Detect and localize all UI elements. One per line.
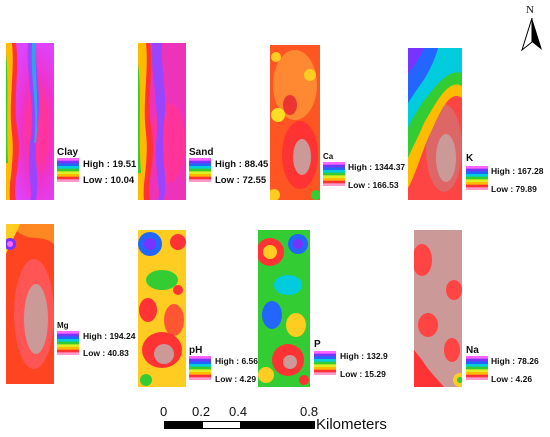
north-arrow-icon	[521, 18, 542, 52]
high-value-ph: High : 6.56	[215, 356, 258, 366]
scale-units: Kilometers	[316, 416, 387, 433]
panel-name-p: P	[314, 339, 321, 350]
panel-name-clay: Clay	[57, 147, 79, 158]
high-value-clay: High : 19.51	[83, 159, 137, 170]
ph-map	[138, 230, 186, 387]
legend-ramp-k	[466, 166, 488, 190]
legend-ramp-clay	[57, 158, 79, 182]
panel-name-ph: pH	[189, 345, 203, 356]
na-map	[414, 230, 462, 387]
legend-ramp-ph	[189, 356, 211, 380]
high-value-k: High : 167.28	[491, 166, 544, 176]
scale-bar	[164, 421, 315, 429]
sand-map	[138, 43, 186, 200]
k-map	[408, 48, 462, 200]
legend-ramp-ca	[323, 162, 345, 186]
scale-tick-2: 0.4	[229, 404, 248, 419]
high-value-sand: High : 88.45	[215, 159, 269, 170]
clay-map	[6, 43, 54, 200]
low-value-ca: Low : 166.53	[348, 180, 399, 190]
legend-ramp-mg	[57, 331, 79, 355]
low-value-p: Low : 15.29	[340, 369, 386, 379]
north-arrow: N	[520, 4, 544, 52]
low-value-sand: Low : 72.55	[215, 175, 267, 186]
panel-name-na: Na	[466, 345, 479, 356]
scale-tick-1: 0.2	[192, 404, 211, 419]
panel-name-ca: Ca	[323, 152, 334, 161]
scale-tick-3: 0.8	[300, 404, 319, 419]
low-value-mg: Low : 40.83	[83, 348, 129, 358]
p-map	[258, 230, 310, 387]
high-value-p: High : 132.9	[340, 351, 388, 361]
ca-map	[270, 45, 320, 200]
legend-ramp-p	[314, 351, 336, 375]
low-value-ph: Low : 4.29	[215, 374, 257, 384]
north-label: N	[526, 4, 534, 16]
high-value-na: High : 78.26	[491, 356, 539, 366]
mg-map	[6, 224, 54, 384]
scale-tick-0: 0	[160, 404, 168, 419]
low-value-k: Low : 79.89	[491, 184, 537, 194]
legend-ramp-na	[466, 356, 488, 380]
panel-name-k: K	[466, 153, 474, 164]
low-value-clay: Low : 10.04	[83, 175, 135, 186]
legend-ramp-sand	[189, 158, 211, 182]
panel-name-sand: Sand	[189, 147, 214, 158]
low-value-na: Low : 4.26	[491, 374, 533, 384]
high-value-mg: High : 194.24	[83, 331, 136, 341]
high-value-ca: High : 1344.37	[348, 162, 406, 172]
panel-name-mg: Mg	[57, 321, 69, 330]
